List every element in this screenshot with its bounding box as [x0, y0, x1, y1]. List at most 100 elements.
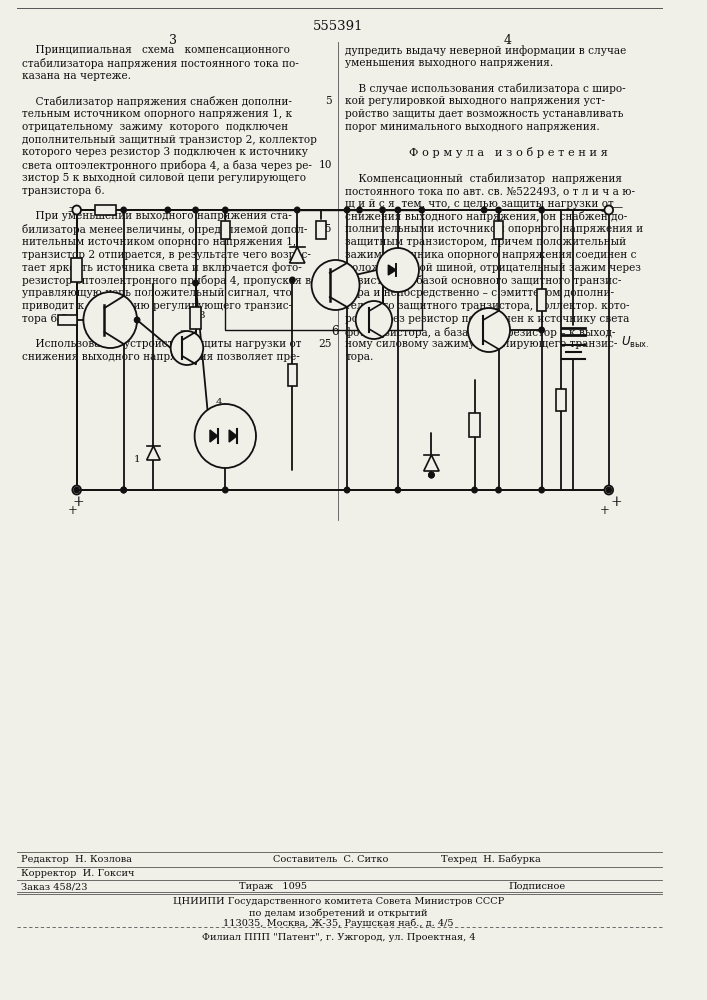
Text: нительным источником опорного напряжения 1,: нительным источником опорного напряжения…	[22, 237, 296, 247]
Text: Стабилизатор напряжения снабжен дополни-: Стабилизатор напряжения снабжен дополни-	[22, 96, 292, 107]
Text: 6: 6	[331, 325, 338, 338]
Text: 5: 5	[325, 96, 332, 106]
Circle shape	[134, 317, 140, 323]
Text: казана на чертеже.: казана на чертеже.	[22, 71, 131, 81]
Circle shape	[357, 207, 362, 213]
Circle shape	[344, 207, 350, 213]
Bar	[469, 413, 480, 437]
Bar	[57, 315, 76, 325]
Text: 25: 25	[318, 339, 332, 349]
Text: +: +	[73, 495, 84, 509]
Circle shape	[194, 404, 256, 468]
Text: 20: 20	[318, 288, 332, 298]
Text: Тираж   1095: Тираж 1095	[239, 882, 308, 891]
Text: —: —	[68, 202, 79, 212]
Circle shape	[395, 487, 401, 493]
Circle shape	[428, 472, 434, 478]
Circle shape	[295, 207, 300, 213]
Text: отрицательному  зажиму  которого  подключен: отрицательному зажиму которого подключен	[22, 122, 288, 132]
Text: снижения выходного напряжения позволяет пре-: снижения выходного напряжения позволяет …	[22, 352, 300, 362]
Text: дупредить выдачу неверной информации в случае: дупредить выдачу неверной информации в с…	[345, 45, 626, 56]
Text: света оптоэлектронного прибора 4, а база через ре-: света оптоэлектронного прибора 4, а база…	[22, 160, 312, 171]
Circle shape	[496, 207, 501, 213]
Text: стабилизатора напряжения постоянного тока по-: стабилизатора напряжения постоянного ток…	[22, 58, 299, 69]
Text: резистор оптоэлектронного прибора 4, пропуская в: резистор оптоэлектронного прибора 4, про…	[22, 275, 311, 286]
Text: положительной шиной, отрицательный зажим через: положительной шиной, отрицательный зажим…	[345, 263, 641, 273]
Bar	[288, 364, 297, 386]
Text: дополнительный защитный транзистор 2, коллектор: дополнительный защитный транзистор 2, ко…	[22, 135, 317, 145]
Circle shape	[165, 207, 170, 213]
Text: +: +	[600, 504, 610, 517]
Circle shape	[72, 206, 81, 215]
Text: 3: 3	[199, 311, 205, 320]
Text: Использование устройства защиты нагрузки от: Использование устройства защиты нагрузки…	[22, 339, 302, 349]
Text: тельного защитного транзистора, коллектор. кото-: тельного защитного транзистора, коллекто…	[345, 301, 630, 311]
Text: тора.: тора.	[345, 352, 373, 362]
Polygon shape	[388, 265, 396, 275]
Text: +: +	[68, 504, 78, 517]
Text: билизатора менее величины, определяемой допол-: билизатора менее величины, определяемой …	[22, 224, 308, 235]
Text: Составитель  С. Ситко: Составитель С. Ситко	[273, 855, 389, 864]
Text: —: —	[68, 205, 80, 218]
Circle shape	[380, 207, 385, 213]
Text: Техред  Н. Бабурка: Техред Н. Бабурка	[441, 855, 541, 864]
Text: 5: 5	[60, 314, 67, 323]
Circle shape	[481, 207, 487, 213]
Text: 113035, Москва, Ж-35, Раушская наб., д. 4/5: 113035, Москва, Ж-35, Раушская наб., д. …	[223, 919, 454, 928]
Circle shape	[121, 487, 127, 493]
Bar	[221, 221, 230, 239]
Text: по делам изобретений и открытий: по делам изобретений и открытий	[249, 908, 428, 918]
Circle shape	[377, 248, 419, 292]
Text: ройство защиты дает возможность устанавливать: ройство защиты дает возможность устанавл…	[345, 109, 624, 119]
Text: которого через резистор 3 подключен к источнику: которого через резистор 3 подключен к ис…	[22, 147, 308, 157]
Text: постоянного тока по авт. св. №522493, о т л и ч а ю-: постоянного тока по авт. св. №522493, о …	[345, 186, 635, 196]
Circle shape	[312, 260, 360, 310]
Circle shape	[539, 207, 544, 213]
Text: —: —	[600, 205, 612, 218]
Text: транзистора 6.: транзистора 6.	[22, 186, 105, 196]
Text: 555391: 555391	[313, 20, 363, 33]
Circle shape	[344, 487, 350, 493]
Polygon shape	[423, 455, 439, 471]
Circle shape	[170, 331, 203, 365]
Circle shape	[604, 486, 613, 494]
Text: кой регулировкой выходного напряжения уст-: кой регулировкой выходного напряжения ус…	[345, 96, 605, 106]
Bar	[71, 258, 83, 282]
Text: приводит к запиранию регулирующего транзис-: приводит к запиранию регулирующего транз…	[22, 301, 292, 311]
Text: Принципиальная   схема   компенсационного: Принципиальная схема компенсационного	[22, 45, 290, 55]
Bar	[95, 205, 116, 215]
Text: Подписное: Подписное	[508, 882, 566, 891]
Circle shape	[83, 292, 137, 348]
Text: порог минимального выходного напряжения.: порог минимального выходного напряжения.	[345, 122, 600, 132]
Circle shape	[223, 207, 228, 213]
Circle shape	[419, 207, 424, 213]
Text: тает яркость источника света и включается фото-: тает яркость источника света и включаетс…	[22, 263, 302, 273]
Text: защитным транзистором, причем положительный: защитным транзистором, причем положитель…	[345, 237, 626, 247]
Text: При уменьшении выходного напряжения ста-: При уменьшении выходного напряжения ста-	[22, 211, 292, 221]
Bar	[493, 221, 503, 239]
Circle shape	[356, 301, 392, 339]
Text: транзистор 2 отпирается, в результате чего возрас-: транзистор 2 отпирается, в результате че…	[22, 250, 311, 260]
Text: Редактор  Н. Козлова: Редактор Н. Козлова	[21, 855, 132, 864]
Text: Корректор  И. Гоксич: Корректор И. Гоксич	[21, 869, 134, 878]
Text: 2: 2	[180, 330, 186, 339]
Circle shape	[539, 487, 544, 493]
Circle shape	[121, 487, 127, 493]
Circle shape	[606, 487, 612, 493]
Circle shape	[395, 207, 401, 213]
Text: Заказ 458/23: Заказ 458/23	[21, 882, 88, 891]
Text: Компенсационный  стабилизатор  напряжения: Компенсационный стабилизатор напряжения	[345, 173, 622, 184]
Text: тельным источником опорного напряжения 1, к: тельным источником опорного напряжения 1…	[22, 109, 292, 119]
Circle shape	[121, 207, 127, 213]
Text: +: +	[611, 495, 622, 509]
Bar	[316, 221, 326, 239]
Text: 15: 15	[318, 224, 332, 234]
Circle shape	[496, 487, 501, 493]
Circle shape	[74, 487, 79, 493]
Bar	[537, 289, 547, 311]
Circle shape	[468, 308, 510, 352]
Bar	[556, 389, 566, 411]
Text: —: —	[612, 202, 623, 212]
Text: $U_{\rm вых.}$: $U_{\rm вых.}$	[621, 335, 650, 350]
Text: Ф о р м у л а   и з о б р е т е н и я: Ф о р м у л а и з о б р е т е н и я	[409, 147, 607, 158]
